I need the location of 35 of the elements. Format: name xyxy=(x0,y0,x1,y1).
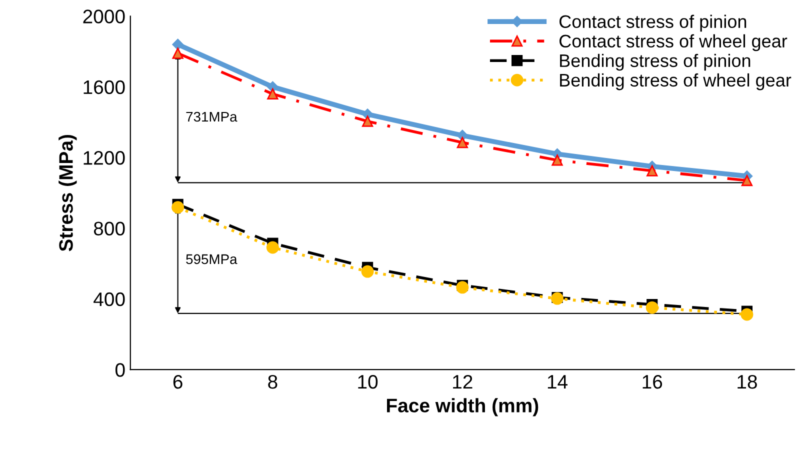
y-tick-label: 800 xyxy=(94,222,125,236)
x-axis-title: Face width (mm) xyxy=(387,398,538,416)
legend-label: Bending stress of wheel gear xyxy=(560,73,792,90)
y-tick-label: 400 xyxy=(94,292,125,306)
x-tick-label: 18 xyxy=(738,374,757,389)
annotation: 595MPa xyxy=(186,254,238,264)
x-tick-label: 16 xyxy=(642,374,662,389)
point xyxy=(456,281,469,294)
legend-label: Contact stress of pinion xyxy=(560,14,746,32)
point xyxy=(646,301,658,314)
y-tick-label: 1200 xyxy=(84,151,125,165)
annotation: 731MPa xyxy=(186,112,238,122)
point xyxy=(266,241,279,254)
point xyxy=(552,154,563,166)
point xyxy=(646,165,658,176)
point xyxy=(172,201,184,214)
y-tick-label: 2000 xyxy=(83,10,125,24)
legend-label: Bending stress of pinion xyxy=(560,54,750,71)
x-tick-label: 6 xyxy=(173,374,182,389)
point xyxy=(172,48,184,59)
point xyxy=(267,88,278,100)
x-tick-label: 12 xyxy=(453,374,472,389)
point xyxy=(172,38,184,50)
legend-label: Contact stress of wheel gear xyxy=(560,34,788,52)
point xyxy=(362,116,374,127)
x-tick-label: 10 xyxy=(358,374,378,389)
y-tick-label: 0 xyxy=(115,363,125,377)
point xyxy=(456,136,468,148)
point xyxy=(740,308,754,321)
x-tick-label: 8 xyxy=(268,374,278,389)
point xyxy=(741,174,753,186)
y-tick-label: 1600 xyxy=(84,80,125,94)
x-tick-label: 14 xyxy=(548,375,568,389)
point xyxy=(361,265,374,278)
y-axis-title: Stress (MPa) xyxy=(58,134,77,252)
